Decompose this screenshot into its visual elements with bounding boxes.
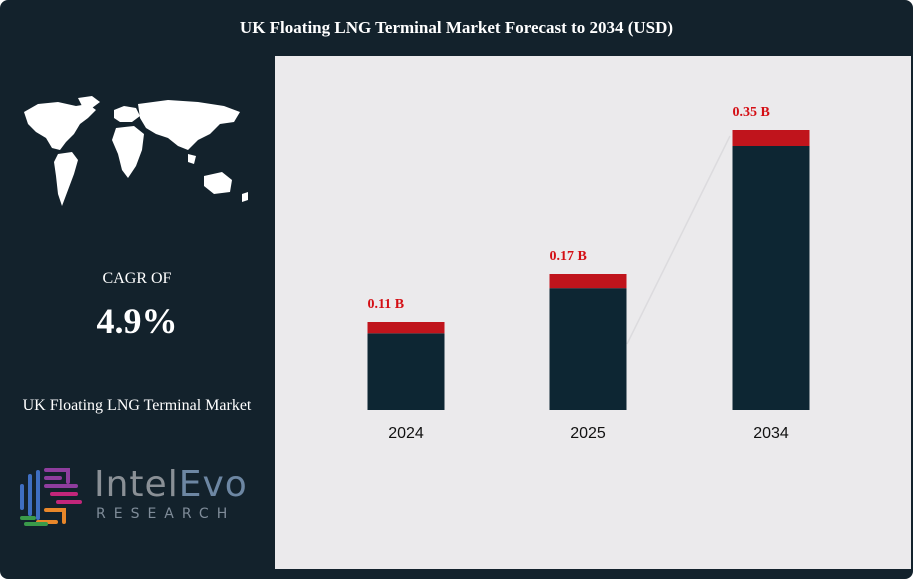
data-label-2034: 0.35 B [733,105,770,120]
intelevo-logo: IntelEvo RESEARCH [18,462,260,528]
logo-subtitle: RESEARCH [96,506,236,522]
x-tick-2024: 2024 [388,425,424,442]
bar-2024 [367,333,445,410]
x-tick-2034: 2034 [753,425,789,442]
cagr-label: CAGR OF [102,270,172,287]
bar-cap-2025 [549,274,627,289]
market-name: UK Floating LNG Terminal Market [22,397,252,414]
summary-panel: CAGR OF 4.9% UK Floating LNG Terminal Ma… [0,56,274,579]
x-tick-2025: 2025 [570,425,606,442]
bar-cap-2034 [732,130,810,146]
logo-word-intel: Intel [94,464,179,505]
bar-cap-2024 [367,322,445,334]
trend-line [626,135,731,345]
chart-panel: 0.11 B 2024 0.17 B 2025 0.35 B 2034 [275,56,911,569]
bar-chart: 0.11 B 2024 0.17 B 2025 0.35 B 2034 [367,105,810,442]
logo-wordmark: IntelEvo [94,466,248,504]
cagr-value: 4.9% [96,301,178,341]
world-map-icon [24,96,248,206]
bar-2034 [732,146,810,410]
chart-title: UK Floating LNG Terminal Market Forecast… [239,18,674,37]
data-label-2024: 0.11 B [368,297,405,312]
data-label-2025: 0.17 B [550,249,587,264]
logo-mark-icon [20,468,82,526]
logo-word-evo: Evo [178,464,248,505]
bar-2025 [549,288,627,410]
